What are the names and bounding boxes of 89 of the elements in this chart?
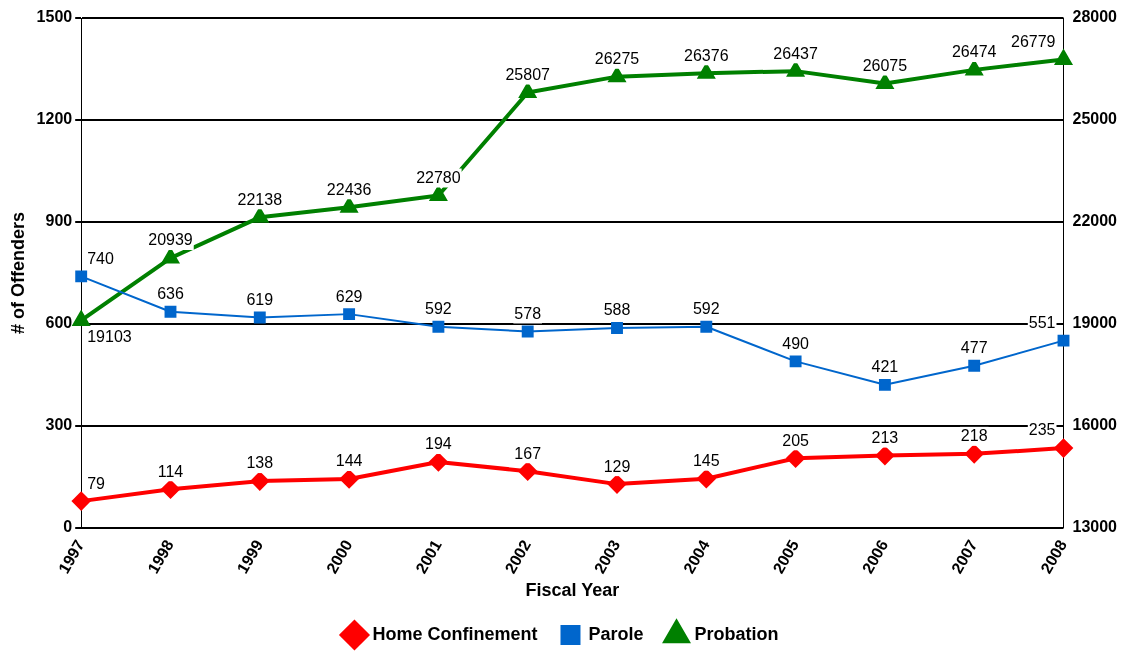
data-label: 421 xyxy=(871,358,899,376)
point xyxy=(786,449,805,468)
data-label: 26437 xyxy=(773,44,818,62)
y-tick-label: 0 xyxy=(63,518,73,536)
data-label: 114 xyxy=(157,462,184,480)
data-label: 588 xyxy=(603,301,631,319)
data-label: 79 xyxy=(87,474,106,492)
data-label: 490 xyxy=(782,334,810,352)
point xyxy=(343,308,356,321)
data-label: 138 xyxy=(246,454,274,472)
point xyxy=(700,320,713,333)
data-label: 740 xyxy=(87,249,114,267)
y-tick-label: 1200 xyxy=(36,110,73,128)
point xyxy=(161,480,180,499)
point xyxy=(787,62,804,77)
point xyxy=(430,186,447,201)
point xyxy=(429,453,448,472)
point xyxy=(519,83,536,99)
point xyxy=(1054,439,1073,458)
point xyxy=(875,446,894,465)
data-label: 629 xyxy=(335,287,363,305)
y-tick-label: 900 xyxy=(45,212,73,230)
point xyxy=(1054,48,1073,66)
point xyxy=(73,311,90,326)
data-label: 26275 xyxy=(594,50,640,68)
point xyxy=(251,208,268,223)
data-label: 636 xyxy=(157,285,184,303)
data-label: 205 xyxy=(782,431,810,449)
y-tick-label: 300 xyxy=(45,416,73,434)
y2-tick-label: 16000 xyxy=(1072,416,1118,434)
point xyxy=(250,472,269,491)
data-label: 145 xyxy=(692,452,720,470)
data-label: 592 xyxy=(425,300,452,318)
y2-tick-label: 13000 xyxy=(1072,518,1118,536)
data-label: 22436 xyxy=(326,180,372,198)
point xyxy=(698,64,715,79)
data-label: 578 xyxy=(514,304,542,322)
data-label: 194 xyxy=(425,435,452,453)
data-label: 26779 xyxy=(1011,32,1056,50)
legend-label: Parole xyxy=(588,623,644,644)
point xyxy=(608,67,626,83)
data-label: 218 xyxy=(960,427,988,445)
point xyxy=(518,462,537,481)
y-tick-label: 1500 xyxy=(36,8,73,26)
point xyxy=(1057,334,1070,347)
point xyxy=(432,320,445,333)
data-label: 129 xyxy=(603,457,631,475)
y2-tick-label: 25000 xyxy=(1072,110,1118,128)
point xyxy=(340,470,359,489)
y2-tick-label: 28000 xyxy=(1072,8,1118,26)
point xyxy=(878,378,891,391)
data-label: 619 xyxy=(246,290,274,308)
y2-tick-label: 22000 xyxy=(1072,212,1118,230)
data-label: 26075 xyxy=(862,56,908,74)
data-label: 25807 xyxy=(505,65,551,83)
y-axis-title: # of Offenders xyxy=(7,211,28,334)
legend-label: Probation xyxy=(694,623,779,644)
point xyxy=(162,249,179,264)
data-label: 26376 xyxy=(684,46,729,64)
point xyxy=(341,198,358,213)
point xyxy=(75,270,88,283)
point xyxy=(611,322,623,335)
data-label: 592 xyxy=(692,300,720,318)
point xyxy=(72,492,91,511)
data-label: 26474 xyxy=(951,43,997,61)
y2-tick-label: 19000 xyxy=(1072,314,1118,332)
data-label: 235 xyxy=(1028,421,1056,439)
point xyxy=(697,469,716,488)
data-label: 213 xyxy=(871,428,899,446)
point xyxy=(789,355,802,368)
data-label: 19103 xyxy=(87,327,132,345)
point xyxy=(966,60,983,76)
data-label: 22780 xyxy=(416,168,461,186)
point xyxy=(968,359,981,372)
point xyxy=(253,311,266,324)
y-tick-label: 600 xyxy=(45,314,73,332)
point xyxy=(965,444,984,463)
point xyxy=(876,74,893,89)
data-label: 477 xyxy=(960,339,988,357)
point xyxy=(164,305,177,318)
point xyxy=(521,325,534,338)
data-label: 551 xyxy=(1028,314,1056,332)
data-label: 22138 xyxy=(237,190,283,208)
legend-label: Home Confinement xyxy=(372,623,538,644)
x-axis-title: Fiscal Year xyxy=(525,580,620,601)
data-label: 167 xyxy=(514,444,542,462)
data-label: 20939 xyxy=(148,231,193,249)
data-label: 144 xyxy=(335,452,363,470)
point xyxy=(608,475,626,494)
